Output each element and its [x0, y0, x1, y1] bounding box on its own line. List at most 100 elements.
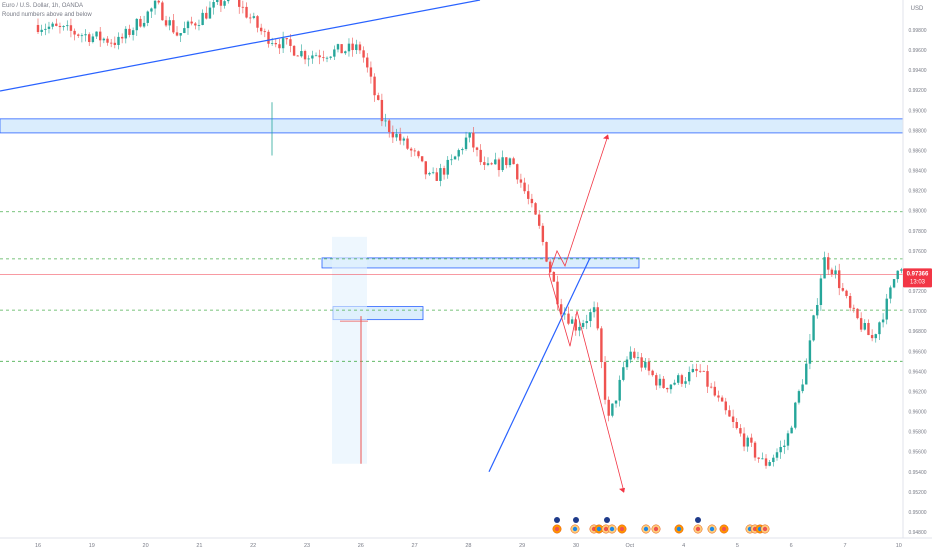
candle-down — [698, 364, 702, 373]
candle-down — [739, 424, 742, 437]
candle-up — [457, 148, 460, 161]
candle-body — [318, 55, 321, 58]
time-tick-label: 30 — [573, 543, 579, 549]
candle-body — [300, 51, 303, 57]
candle-up — [186, 20, 190, 35]
candle-down — [633, 348, 636, 360]
candle-up — [146, 10, 149, 27]
time-axis-bg — [0, 538, 932, 550]
event-flag-icon[interactable] — [570, 524, 580, 534]
candle-up — [819, 274, 823, 311]
candle-down — [377, 92, 380, 101]
time-tick-label: 4 — [682, 543, 685, 549]
event-flag-icon[interactable] — [719, 524, 729, 534]
upper-trendline[interactable] — [0, 0, 481, 92]
event-flag-icon[interactable] — [760, 524, 770, 534]
candle-body — [494, 159, 497, 165]
candle-up — [878, 321, 881, 340]
candle-body — [150, 8, 153, 12]
candle-down — [175, 26, 179, 37]
candle-up — [611, 403, 614, 418]
candle-body — [519, 179, 523, 183]
candle-down — [369, 61, 373, 84]
event-upper-icon[interactable] — [554, 517, 560, 523]
candle-body — [417, 151, 420, 157]
candle-up — [808, 333, 812, 370]
candle-down — [731, 409, 735, 428]
candle-down — [106, 36, 109, 46]
candle-up — [885, 293, 888, 325]
candle-down — [406, 135, 409, 151]
event-flag-icon[interactable] — [617, 524, 627, 534]
last-price-label: 0.97366 — [907, 271, 929, 277]
event-flag-icon[interactable] — [674, 524, 684, 534]
time-tick-label: 27 — [412, 543, 418, 549]
candle-up — [223, 0, 226, 9]
price-tick-label: 0.99400 — [908, 68, 926, 74]
event-dot — [721, 526, 727, 532]
bullish-projection[interactable] — [548, 135, 609, 275]
bearish-projection[interactable] — [548, 273, 625, 492]
event-flag-icon[interactable] — [693, 524, 703, 534]
candle-body — [592, 307, 596, 313]
time-tick-label: 10 — [896, 543, 902, 549]
candle-down — [238, 0, 241, 14]
candle-up — [622, 361, 625, 382]
candle-down — [530, 193, 534, 208]
event-upper-icon[interactable] — [573, 517, 579, 523]
candle-down — [373, 73, 376, 102]
candle-body — [673, 382, 676, 385]
event-flag-icon[interactable] — [651, 524, 661, 534]
candle-down — [139, 16, 142, 28]
candle-body — [523, 182, 526, 192]
candle-down — [541, 223, 545, 246]
candle-body — [58, 25, 62, 28]
candle-body — [680, 375, 684, 384]
candle-body — [589, 312, 592, 322]
upper-supply-zone[interactable] — [0, 118, 904, 134]
candle-body — [431, 172, 435, 174]
candle-body — [735, 422, 738, 429]
candle-up — [450, 154, 453, 166]
candle-body — [91, 36, 95, 43]
candle-down — [852, 304, 856, 313]
candle-down — [435, 167, 438, 182]
event-flag-icon[interactable] — [552, 524, 562, 534]
time-tick-label: 7 — [843, 543, 846, 549]
candle-body — [889, 287, 892, 299]
price-tick-label: 0.98800 — [908, 128, 926, 134]
candle-down — [695, 363, 698, 378]
resistance-zone[interactable] — [321, 257, 640, 269]
candle-up — [464, 131, 468, 151]
candle-down — [109, 38, 113, 48]
time-tick-label: 19 — [89, 543, 95, 549]
event-flag-icon[interactable] — [594, 524, 604, 534]
event-flag-icon[interactable] — [641, 524, 651, 534]
candle-down — [263, 28, 267, 38]
candle-down — [516, 163, 519, 184]
candle-up — [618, 375, 621, 407]
candle-down — [538, 209, 541, 229]
event-flag-icon[interactable] — [607, 524, 617, 534]
event-upper-icon[interactable] — [695, 517, 701, 523]
candle-down — [512, 156, 515, 165]
event-upper-icon[interactable] — [604, 517, 610, 523]
candle-up — [468, 132, 471, 143]
candle-body — [761, 458, 764, 460]
candle-body — [574, 319, 577, 331]
candle-body — [534, 203, 537, 215]
candle-down — [735, 418, 738, 430]
arrow-up-head — [603, 134, 609, 140]
candle-body — [157, 0, 160, 3]
candle-up — [168, 16, 171, 31]
candle-down — [172, 13, 175, 35]
price-tick-label: 0.96400 — [908, 369, 926, 375]
candle-down — [505, 157, 508, 169]
candle-up — [629, 346, 632, 364]
event-flag-icon[interactable] — [707, 524, 717, 534]
candle-down — [827, 252, 830, 275]
event-dot — [695, 526, 701, 532]
rising-trendline[interactable] — [488, 257, 591, 473]
time-tick-label: 20 — [143, 543, 149, 549]
